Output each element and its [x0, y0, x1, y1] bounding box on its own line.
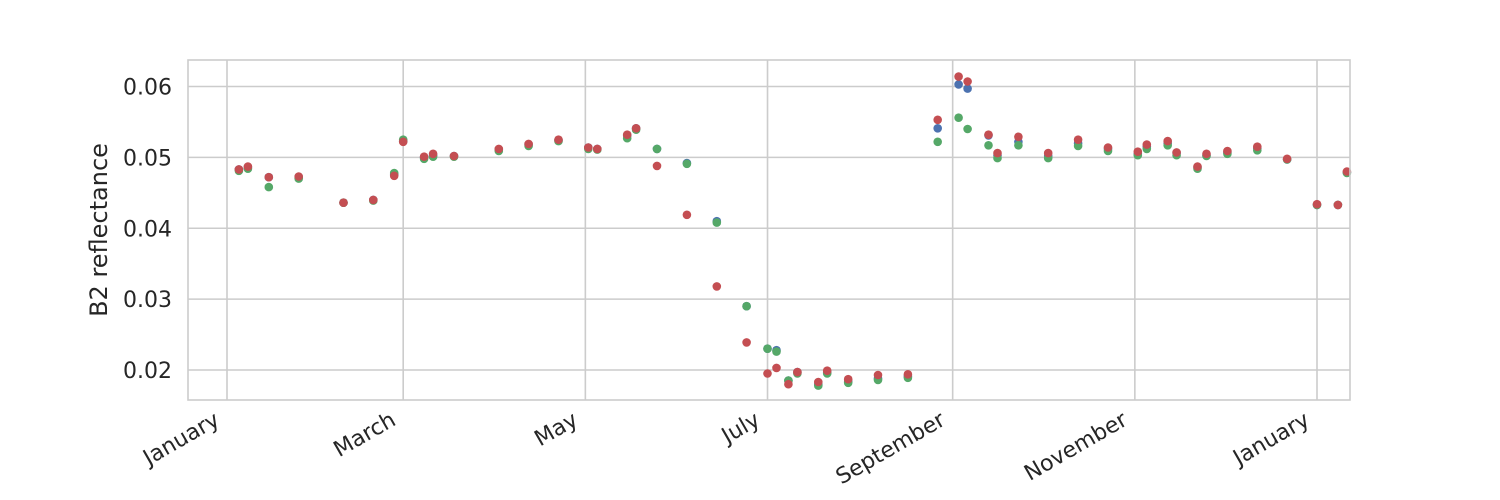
- series-2-points: [234, 72, 1352, 389]
- data-point: [652, 161, 662, 171]
- data-point: [772, 347, 781, 356]
- data-point: [984, 141, 993, 150]
- data-point: [234, 165, 244, 174]
- data-point: [933, 124, 942, 133]
- y-tick-label: 0.05: [123, 146, 172, 171]
- data-point: [419, 152, 429, 161]
- data-point: [339, 198, 348, 207]
- data-point: [494, 144, 504, 154]
- data-point: [784, 379, 793, 389]
- y-tick-label: 0.03: [123, 288, 172, 313]
- data-point: [449, 151, 459, 161]
- data-point: [712, 282, 722, 291]
- data-point: [1142, 140, 1152, 149]
- data-point: [264, 172, 274, 182]
- data-point: [1103, 143, 1113, 152]
- y-tick-label: 0.06: [123, 76, 172, 101]
- data-point: [1073, 141, 1083, 151]
- x-tick-label: September: [832, 407, 951, 490]
- data-point: [1014, 132, 1023, 142]
- data-point: [1342, 167, 1352, 176]
- x-tick-label: March: [330, 408, 401, 463]
- data-point: [843, 374, 853, 384]
- data-point: [682, 159, 692, 169]
- data-point: [993, 148, 1002, 158]
- data-point: [822, 366, 832, 376]
- data-point: [772, 363, 781, 373]
- data-point: [1043, 148, 1053, 158]
- x-tick-label: January: [1228, 408, 1314, 472]
- data-point: [873, 370, 883, 380]
- data-point: [1312, 199, 1322, 209]
- data-point: [1073, 135, 1083, 144]
- x-tick-label: January: [138, 408, 224, 472]
- x-tick-label: May: [530, 408, 582, 452]
- data-point: [593, 144, 602, 154]
- data-point: [369, 195, 378, 205]
- data-point: [1193, 162, 1202, 171]
- data-point: [712, 218, 722, 227]
- data-point: [524, 139, 533, 149]
- x-tick-label: November: [1020, 407, 1132, 486]
- data-point: [1163, 136, 1172, 146]
- data-point: [903, 370, 913, 379]
- data-point: [264, 182, 274, 192]
- data-point: [398, 137, 408, 147]
- data-point: [294, 172, 304, 181]
- plot-frame: [187, 59, 1351, 401]
- data-point: [933, 137, 942, 147]
- data-point: [1223, 146, 1232, 156]
- data-point: [631, 124, 641, 133]
- data-point: [1333, 200, 1343, 210]
- data-point: [963, 124, 972, 134]
- data-point: [763, 369, 772, 378]
- data-point: [389, 171, 399, 181]
- x-tick-label: July: [716, 408, 765, 450]
- y-tick-label: 0.02: [123, 359, 172, 384]
- data-point: [622, 130, 632, 139]
- data-point: [793, 367, 802, 377]
- data-point: [814, 377, 823, 387]
- data-point: [682, 210, 692, 220]
- data-point: [1282, 154, 1292, 164]
- data-point: [1133, 147, 1143, 156]
- data-point: [963, 84, 972, 93]
- data-point: [984, 130, 993, 139]
- data-point: [652, 144, 662, 154]
- plot-area: [188, 60, 1350, 400]
- data-point: [1202, 149, 1211, 159]
- data-point: [954, 113, 963, 122]
- data-point: [1253, 142, 1262, 151]
- y-tick-label: 0.04: [123, 217, 172, 242]
- data-point: [584, 143, 593, 152]
- data-point: [954, 80, 963, 89]
- data-point: [554, 135, 563, 144]
- data-point: [243, 162, 253, 171]
- data-point: [763, 344, 772, 354]
- data-point: [428, 149, 438, 159]
- data-point: [963, 77, 972, 86]
- data-point: [1172, 148, 1181, 157]
- data-point: [954, 72, 963, 81]
- data-point: [933, 115, 942, 125]
- data-point: [742, 301, 751, 311]
- data-point: [742, 338, 751, 347]
- data-point: [1014, 141, 1023, 150]
- y-axis-title: B2 reflectance: [85, 143, 113, 317]
